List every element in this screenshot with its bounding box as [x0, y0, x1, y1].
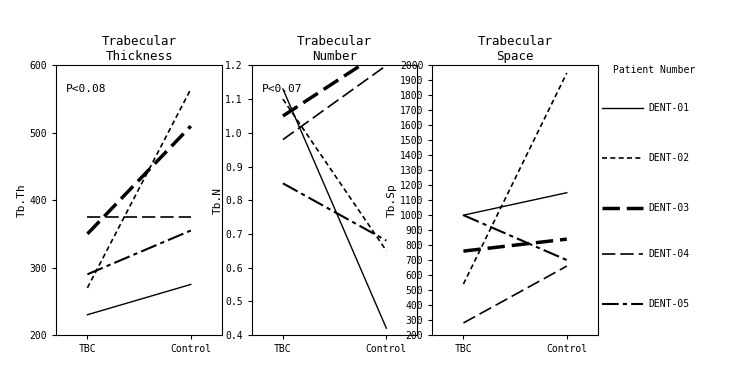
Title: Trabecular
Thickness: Trabecular Thickness — [102, 35, 177, 63]
Text: DENT-03: DENT-03 — [648, 203, 690, 213]
Text: P<0.08: P<0.08 — [66, 84, 107, 94]
Y-axis label: Tb.Th: Tb.Th — [17, 183, 27, 217]
Text: DENT-04: DENT-04 — [648, 249, 690, 259]
Title: Trabecular
Number: Trabecular Number — [297, 35, 372, 63]
Y-axis label: Tb.Sp: Tb.Sp — [387, 183, 397, 217]
Text: Patient Number: Patient Number — [613, 65, 695, 75]
Text: DENT-05: DENT-05 — [648, 299, 690, 309]
Y-axis label: Tb.N: Tb.N — [213, 187, 223, 214]
Text: DENT-01: DENT-01 — [648, 103, 690, 113]
Text: DENT-02: DENT-02 — [648, 153, 690, 163]
Text: P<0.07: P<0.07 — [262, 84, 302, 94]
Title: Trabecular
Space: Trabecular Space — [478, 35, 553, 63]
